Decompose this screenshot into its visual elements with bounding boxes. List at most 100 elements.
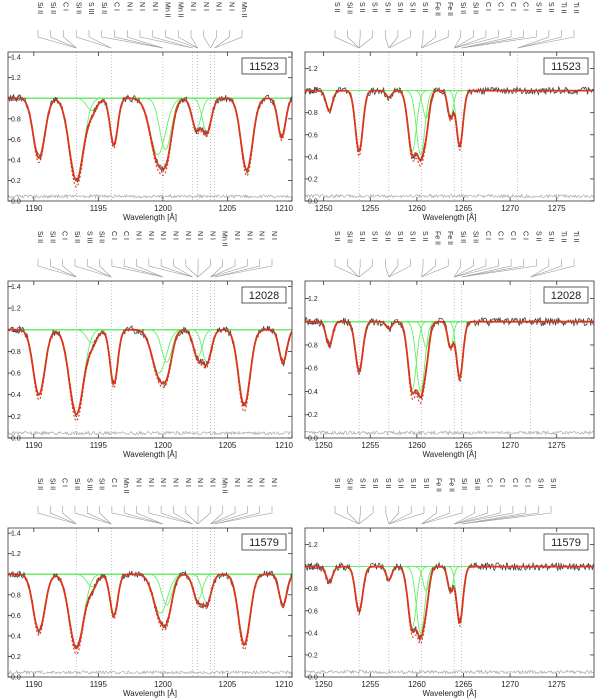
y-tick-label: 0.4 bbox=[308, 630, 318, 637]
line-id-connector bbox=[421, 30, 436, 49]
component-profile bbox=[8, 573, 292, 649]
line-id-label: N I bbox=[258, 478, 265, 487]
line-id-label: C I bbox=[522, 2, 529, 11]
model-fit bbox=[305, 89, 594, 162]
line-id-connector bbox=[37, 506, 77, 525]
line-id-connector bbox=[517, 30, 550, 49]
line-id-connector bbox=[62, 259, 77, 278]
line-id-label: S II bbox=[536, 478, 543, 489]
line-id-label: Mn II bbox=[221, 478, 228, 494]
line-id-connector bbox=[148, 506, 193, 525]
line-id-label: N I bbox=[171, 478, 178, 487]
line-id-connector bbox=[421, 259, 449, 278]
line-id-label: N I bbox=[227, 2, 234, 11]
line-id-label: C I bbox=[484, 2, 491, 11]
x-tick-label: 1200 bbox=[154, 204, 172, 213]
model-fit bbox=[8, 97, 292, 182]
line-id-label: C I bbox=[498, 478, 505, 487]
x-tick-label: 1275 bbox=[548, 441, 566, 450]
line-id-label: C I bbox=[113, 2, 120, 11]
x-tick-label: 1265 bbox=[455, 204, 473, 213]
residual-spectrum bbox=[8, 430, 292, 436]
line-id-connector bbox=[454, 259, 474, 278]
line-id-connector bbox=[152, 30, 193, 49]
model-fit-alt bbox=[8, 97, 292, 188]
x-axis-label: Wavelength [Å] bbox=[423, 689, 477, 698]
line-id-connector bbox=[114, 30, 163, 49]
line-id-label: S II bbox=[396, 231, 403, 242]
line-id-connector bbox=[210, 30, 217, 49]
x-tick-label: 1250 bbox=[315, 204, 333, 213]
line-id-connector bbox=[461, 30, 512, 49]
line-id-label: N I bbox=[196, 231, 203, 240]
line-id-connector bbox=[214, 259, 260, 278]
y-tick-label: 1.2 bbox=[308, 296, 318, 303]
x-tick-label: 1265 bbox=[455, 441, 473, 450]
line-id-label: N I bbox=[208, 231, 215, 240]
plot-frame bbox=[7, 51, 293, 202]
line-id-label: N I bbox=[208, 478, 215, 487]
residual-spectrum bbox=[8, 193, 292, 200]
line-id-label: Si II bbox=[73, 231, 80, 243]
line-id-connector bbox=[197, 506, 211, 525]
line-id-label: Si II bbox=[98, 478, 105, 490]
line-id-connector bbox=[334, 259, 360, 278]
y-tick-label: 0.4 bbox=[11, 633, 21, 640]
component-profile bbox=[8, 329, 292, 415]
x-tick-label: 1265 bbox=[455, 680, 473, 689]
line-id-label: N I bbox=[135, 231, 142, 240]
line-id-label: Ti II bbox=[559, 231, 566, 242]
line-id-label: Si II bbox=[36, 478, 43, 490]
line-id-connector bbox=[530, 259, 562, 278]
line-id-label: S II bbox=[333, 231, 340, 242]
line-id-connector bbox=[421, 506, 450, 525]
line-id-connector bbox=[74, 259, 112, 278]
line-id-connector bbox=[461, 259, 524, 278]
y-tick-label: 0.6 bbox=[11, 137, 21, 144]
y-tick-label: 0.8 bbox=[11, 349, 21, 356]
line-id-connector bbox=[388, 259, 399, 278]
line-id-label: S II bbox=[371, 478, 378, 489]
line-id-label: C I bbox=[61, 478, 68, 487]
component-profile bbox=[305, 566, 594, 634]
y-tick-label: 0.8 bbox=[11, 592, 21, 599]
line-id-label: N I bbox=[171, 231, 178, 240]
id-box bbox=[543, 57, 589, 75]
line-id-connector bbox=[101, 30, 163, 49]
line-id-connector bbox=[214, 30, 243, 49]
line-id-label: Mn II bbox=[240, 2, 247, 18]
line-id-connector bbox=[50, 259, 77, 278]
line-id-label: N I bbox=[151, 2, 158, 11]
line-id-label: N I bbox=[184, 478, 191, 487]
line-id-connector bbox=[358, 259, 374, 278]
line-id-connector bbox=[126, 30, 163, 49]
line-id-connector bbox=[210, 506, 224, 525]
line-id-connector bbox=[385, 506, 390, 525]
line-id-label: S II bbox=[358, 231, 365, 242]
model-fit bbox=[8, 573, 292, 650]
line-id-label: Ti II bbox=[572, 2, 579, 13]
line-id-label: N I bbox=[215, 2, 222, 11]
x-tick-label: 1195 bbox=[90, 204, 108, 213]
x-axis-label: Wavelength [Å] bbox=[123, 689, 177, 698]
line-id-connector bbox=[461, 30, 524, 49]
line-id-label: Fe II bbox=[434, 2, 441, 16]
line-id-label: C I bbox=[497, 231, 504, 240]
line-id-connector bbox=[111, 506, 163, 525]
line-id-label: C I bbox=[511, 478, 518, 487]
line-id-connector bbox=[214, 506, 273, 525]
line-id-label: S II bbox=[421, 231, 428, 242]
line-id-connector bbox=[37, 30, 77, 49]
line-id-label: N I bbox=[245, 478, 252, 487]
line-id-connector bbox=[214, 259, 273, 278]
y-tick-label: 0.4 bbox=[308, 154, 318, 161]
line-id-label: C I bbox=[110, 478, 117, 487]
line-id-label: N I bbox=[159, 231, 166, 240]
y-tick-label: 1.4 bbox=[11, 284, 21, 291]
x-tick-label: 1255 bbox=[361, 680, 379, 689]
line-id-label: C I bbox=[122, 231, 129, 240]
line-id-label: N I bbox=[233, 478, 240, 487]
id-label: 11579 bbox=[249, 537, 279, 549]
